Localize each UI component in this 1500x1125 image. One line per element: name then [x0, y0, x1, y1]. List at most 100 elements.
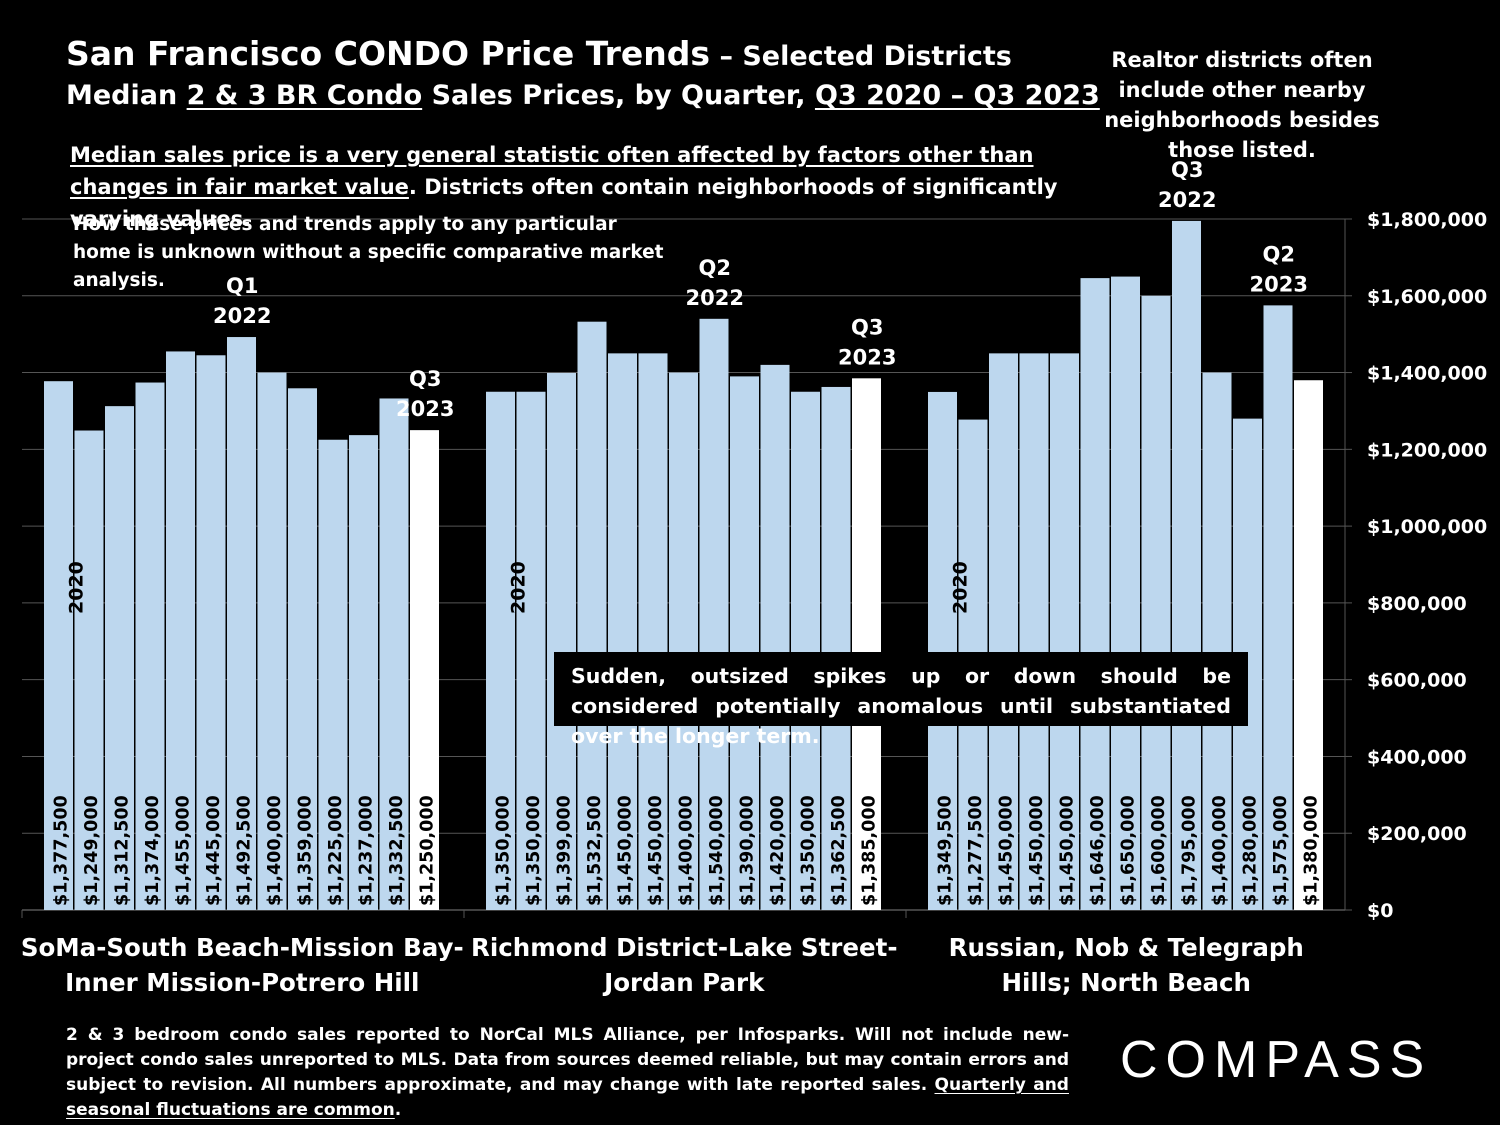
- bar: [1141, 295, 1171, 910]
- period-annotation: 2022: [686, 286, 744, 310]
- bar-value-label: $1,400,000: [676, 795, 696, 906]
- bar: [74, 430, 104, 910]
- bar: [166, 351, 195, 911]
- period-annotation: Q2: [699, 256, 731, 280]
- district-name: Inner Mission-Potrero Hill: [65, 968, 419, 997]
- bar-value-label: $1,600,000: [1149, 795, 1169, 906]
- bar-value-label: $1,250,000: [417, 795, 437, 906]
- district-name: Richmond District-Lake Street-: [471, 933, 898, 962]
- bar-value-label: $1,350,000: [524, 795, 544, 906]
- y-tick-label: $1,600,000: [1367, 286, 1487, 308]
- period-annotation: 2023: [1250, 272, 1308, 296]
- bar-value-label: $1,359,000: [295, 795, 315, 906]
- bar-value-label: $1,374,000: [143, 795, 163, 906]
- bar-value-label: $1,532,500: [585, 795, 605, 906]
- y-tick-label: $1,800,000: [1367, 209, 1487, 231]
- page-subtitle: Median 2 & 3 BR Condo Sales Prices, by Q…: [66, 80, 1100, 111]
- period-annotation: 2022: [213, 304, 271, 328]
- bar: [1080, 278, 1110, 910]
- bar: [638, 353, 668, 911]
- period-annotation: Q3: [1171, 158, 1203, 182]
- footer-note: 2 & 3 bedroom condo sales reported to No…: [66, 1025, 1069, 1120]
- bar-value-label: $1,450,000: [1057, 795, 1077, 906]
- compass-logo: COMPASS: [1120, 1031, 1433, 1089]
- period-annotation: Q2: [1263, 242, 1295, 266]
- period-annotation: Q3: [409, 367, 441, 391]
- bar-value-label: $1,650,000: [1118, 795, 1138, 906]
- bar-value-label: $1,390,000: [737, 795, 757, 906]
- start-year-label: 2020: [66, 561, 88, 614]
- y-tick-label: $0: [1367, 900, 1393, 922]
- anomaly-callout: Sudden, outsized spikes up or down shoul…: [554, 652, 1248, 748]
- bar-value-label: $1,385,000: [859, 795, 879, 906]
- start-year-label: 2020: [508, 561, 530, 614]
- bar: [699, 318, 729, 910]
- bar: [257, 372, 287, 910]
- bar: [852, 378, 881, 910]
- bar: [44, 381, 73, 910]
- bar-value-label: $1,350,000: [493, 795, 513, 906]
- bar: [547, 372, 576, 910]
- bar: [1050, 353, 1079, 911]
- bar-value-label: $1,399,000: [554, 795, 574, 906]
- bar: [1263, 305, 1293, 910]
- bar-value-label: $1,575,000: [1271, 795, 1291, 906]
- bar: [1019, 353, 1049, 911]
- bar: [730, 376, 759, 911]
- bar: [135, 382, 165, 911]
- y-tick-label: $400,000: [1367, 746, 1467, 768]
- period-annotation: 2023: [396, 397, 454, 421]
- bar-value-label: $1,450,000: [1027, 795, 1047, 906]
- bar: [318, 439, 348, 910]
- district-name: SoMa-South Beach-Mission Bay-: [21, 933, 464, 962]
- bar-value-label: $1,420,000: [768, 795, 788, 906]
- y-tick-label: $800,000: [1367, 593, 1467, 615]
- bar-value-label: $1,349,500: [935, 795, 955, 906]
- bar: [608, 353, 637, 911]
- bar-value-label: $1,332,500: [387, 795, 407, 906]
- y-tick-label: $1,200,000: [1367, 439, 1487, 461]
- bar-value-label: $1,380,000: [1301, 795, 1321, 906]
- bar: [760, 364, 790, 910]
- period-annotation: Q1: [226, 274, 258, 298]
- bar: [1294, 380, 1323, 910]
- bar-value-label: $1,450,000: [615, 795, 635, 906]
- bar-value-label: $1,249,000: [82, 795, 102, 906]
- bar-value-label: $1,455,000: [173, 795, 193, 906]
- bar-value-label: $1,450,000: [996, 795, 1016, 906]
- period-annotation: Q3: [851, 315, 883, 339]
- bar: [989, 353, 1018, 911]
- district-name: Hills; North Beach: [1002, 968, 1252, 997]
- bar-value-label: $1,225,000: [326, 795, 346, 906]
- bar: [1202, 372, 1232, 910]
- period-annotation: 2022: [1158, 188, 1216, 212]
- bar-value-label: $1,795,000: [1179, 795, 1199, 906]
- median-note: Median sales price is a very general sta…: [70, 143, 1058, 231]
- bar: [791, 391, 820, 910]
- page-title: San Francisco CONDO Price Trends – Selec…: [66, 34, 1012, 73]
- y-tick-label: $600,000: [1367, 670, 1467, 692]
- bar-value-label: $1,540,000: [707, 795, 727, 906]
- bar-value-label: $1,237,000: [356, 795, 376, 906]
- bar-value-label: $1,377,500: [51, 795, 71, 906]
- bar-value-label: $1,445,000: [204, 795, 224, 906]
- bar: [227, 337, 256, 910]
- district-note: Realtor districts often include other ne…: [1104, 48, 1380, 162]
- bar-value-label: $1,400,000: [1210, 795, 1230, 906]
- bar-value-label: $1,350,000: [798, 795, 818, 906]
- cma-note: How these prices and trends apply to any…: [73, 214, 664, 291]
- bar: [288, 388, 317, 910]
- bar: [105, 406, 134, 910]
- y-tick-label: $200,000: [1367, 823, 1467, 845]
- bar-value-label: $1,492,500: [234, 795, 254, 906]
- bar-value-label: $1,280,000: [1240, 795, 1260, 906]
- bar-value-label: $1,277,500: [966, 795, 986, 906]
- bar: [410, 430, 439, 910]
- district-name: Jordan Park: [602, 968, 765, 997]
- period-annotation: 2023: [838, 345, 896, 369]
- bar-value-label: $1,312,500: [112, 795, 132, 906]
- bar: [1172, 220, 1201, 911]
- bar: [1111, 276, 1140, 910]
- bar-value-label: $1,450,000: [646, 795, 666, 906]
